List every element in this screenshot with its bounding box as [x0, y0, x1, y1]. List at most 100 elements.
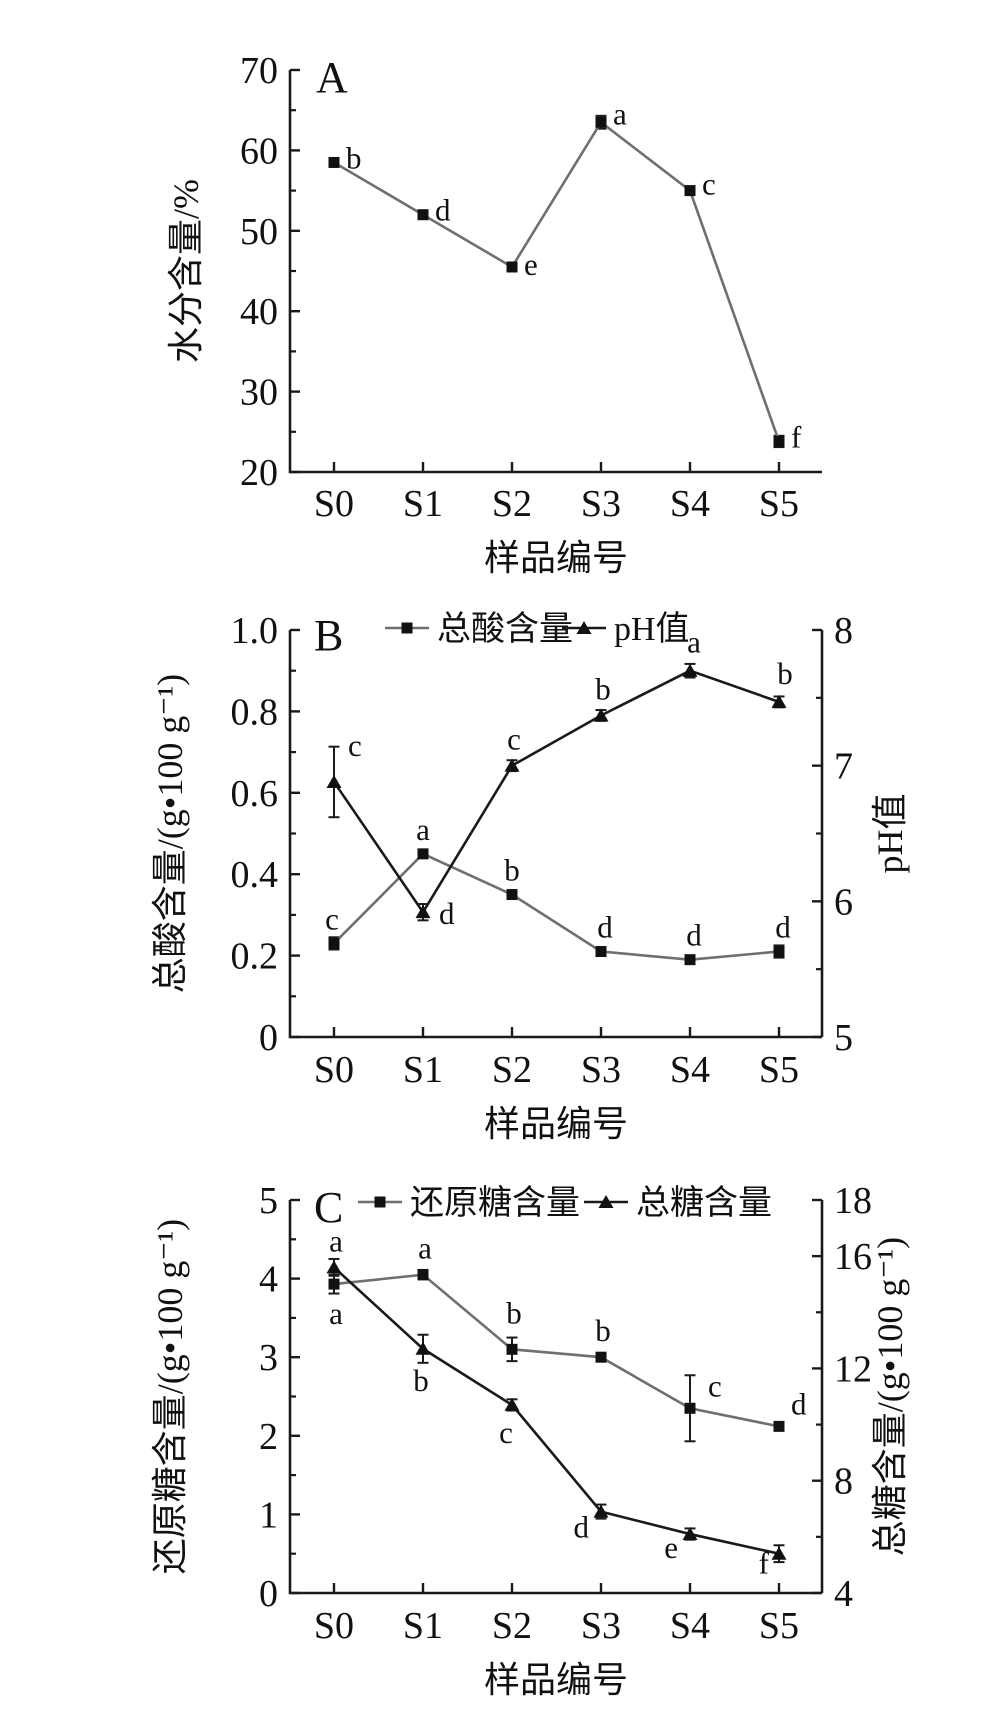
panel-letter: C: [314, 1183, 343, 1232]
legend-label: 总酸含量: [437, 610, 573, 648]
square-marker-moisture: [506, 261, 518, 273]
x-axis-title: 样品编号: [484, 1660, 628, 1700]
significance-label: a: [613, 96, 627, 131]
series-ph: c d c b a b: [326, 625, 793, 931]
triangle-marker-ph: [504, 758, 520, 772]
significance-label: a: [418, 1231, 432, 1266]
triangle-marker-total-sugar: [326, 1260, 342, 1274]
y-tick-label: 2: [259, 1416, 278, 1458]
square-marker-total-acid: [595, 946, 607, 958]
square-marker-reducing-sugar: [684, 1402, 696, 1414]
triangle-marker-total-sugar: [415, 1341, 431, 1355]
x-tick-label: S2: [492, 483, 532, 525]
x-tick-label: S4: [670, 483, 710, 525]
x-tick-label: S5: [759, 1605, 799, 1647]
y-tick-label: 5: [259, 1180, 278, 1222]
y2-tick-label: 8: [834, 1461, 853, 1503]
series-moisture: b d e a c f: [328, 96, 802, 454]
y-tick-label: 50: [240, 211, 278, 253]
square-marker-moisture: [328, 156, 340, 168]
square-marker-total-acid: [328, 937, 340, 949]
square-marker-reducing-sugar: [417, 1269, 429, 1281]
axes-left-bottom: [288, 1200, 822, 1595]
y-tick-label: 40: [240, 291, 278, 333]
triangle-marker-ph: [415, 905, 431, 919]
series-line-moisture: [333, 120, 781, 442]
square-marker-reducing-sugar: [773, 1420, 785, 1432]
x-tick-label: S1: [403, 483, 443, 525]
significance-label: c: [348, 728, 362, 763]
y-tick-label: 0.6: [231, 773, 279, 815]
square-marker-moisture: [417, 209, 429, 221]
x-tick-label: S0: [314, 483, 354, 525]
y-tick-label: 60: [240, 130, 278, 172]
square-marker-moisture: [595, 116, 607, 128]
x-tick-label: S0: [314, 1605, 354, 1647]
x-tick-label: S3: [581, 1605, 621, 1647]
y2-tick-label: 6: [834, 881, 853, 923]
right-axis-title: 总糖含量/(g•100 g⁻¹): [870, 1237, 910, 1556]
square-marker-moisture: [773, 435, 785, 447]
y-tick-label: 0: [259, 1017, 278, 1059]
left-axis-title: 总酸含量/(g•100 g⁻¹): [150, 674, 190, 993]
series-line-reducing-sugar: [333, 1273, 780, 1428]
legend-square-icon: [374, 1196, 386, 1208]
triangle-marker-ph: [682, 663, 698, 677]
significance-label: c: [708, 1368, 722, 1403]
square-marker-moisture: [684, 185, 696, 197]
x-axis-title: 样品编号: [484, 1104, 628, 1144]
legend-item-triangle-series: 总糖含量: [584, 1184, 772, 1222]
significance-label: a: [329, 1223, 343, 1258]
left-axis-title: 还原糖含量/(g•100 g⁻¹): [150, 1219, 190, 1574]
legend-item-triangle-series: pH值: [562, 610, 690, 648]
y2-tick-label: 12: [834, 1348, 872, 1390]
triangle-marker-total-sugar: [593, 1504, 609, 1518]
legend-label: pH值: [614, 610, 690, 648]
y-tick-label: 4: [259, 1259, 278, 1301]
panel-letter: B: [314, 611, 343, 660]
x-tick-label: S3: [581, 483, 621, 525]
y-tick-label: 30: [240, 372, 278, 414]
significance-label: c: [507, 722, 521, 757]
legend-item-square-series: 还原糖含量: [358, 1184, 580, 1222]
significance-label: d: [775, 910, 791, 945]
legend-item-square-series: 总酸含量: [385, 610, 573, 648]
x-axis-title: 样品编号: [484, 538, 628, 578]
axes-left-bottom: [288, 70, 822, 474]
significance-label: b: [413, 1363, 429, 1398]
x-tick-label: S5: [759, 1049, 799, 1091]
y2-tick-label: 16: [834, 1236, 872, 1278]
significance-label: b: [777, 656, 793, 691]
square-marker-total-acid: [773, 946, 785, 958]
x-tick-label: S5: [759, 483, 799, 525]
chart-panel-b: 0 0.2 0.4 0.6 0.8 1.0 5 6 7 8 S0 S1 S2 S3 S4 S5 样品编号 总酸含量…: [150, 610, 910, 1144]
square-marker-total-acid: [684, 954, 696, 966]
significance-label: e: [664, 1530, 678, 1565]
y-tick-label: 1: [259, 1494, 278, 1536]
x-tick-label: S4: [670, 1605, 710, 1647]
significance-label: a: [687, 625, 701, 660]
series-line-total-acid: [333, 852, 780, 961]
y2-tick-label: 18: [834, 1180, 872, 1222]
significance-label: f: [759, 1546, 770, 1581]
y-tick-label: 20: [240, 452, 278, 494]
series-line-total-sugar: [333, 1266, 780, 1555]
significance-label: b: [595, 1313, 611, 1348]
significance-label: d: [597, 910, 613, 945]
y-tick-label: 3: [259, 1337, 278, 1379]
significance-label: c: [499, 1415, 513, 1450]
series-line-ph: [332, 669, 780, 915]
significance-label: b: [346, 140, 362, 175]
y-tick-label: 0: [259, 1573, 278, 1615]
y2-tick-label: 5: [834, 1017, 853, 1059]
triangle-marker-ph: [771, 694, 787, 708]
significance-label: d: [574, 1510, 590, 1545]
square-marker-total-acid: [506, 889, 518, 901]
square-marker-total-acid: [417, 848, 429, 860]
chart-panel-a: 20 30 40 50 60 70 S0 S1 S2 S3 S4 S5 样品编号 水分含量/% b d e a c f…: [166, 50, 822, 578]
x-tick-label: S2: [492, 1049, 532, 1091]
y2-tick-label: 7: [834, 746, 853, 788]
triangle-marker-total-sugar: [771, 1546, 787, 1560]
